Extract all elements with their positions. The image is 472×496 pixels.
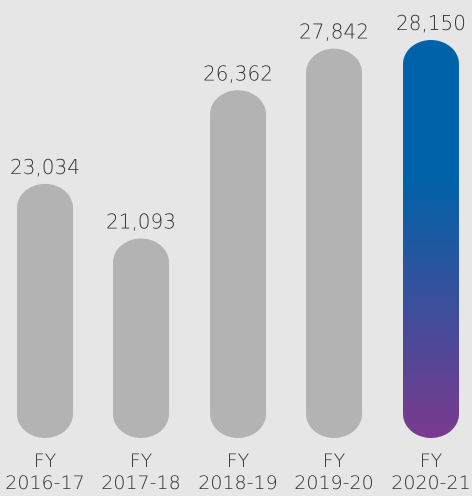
category-label-year: 2019-20 xyxy=(294,472,373,494)
category-label-year: 2017-18 xyxy=(101,472,180,494)
category-labels-group: FY2016-17FY2017-18FY2018-19FY2019-20FY20… xyxy=(5,450,470,494)
value-label: 26,362 xyxy=(203,61,273,85)
category-label-year: 2016-17 xyxy=(5,472,84,494)
category-label-prefix: FY xyxy=(130,450,153,472)
value-labels-group: 23,034 21,093 26,362 27,842 28,150 xyxy=(10,11,466,233)
category-label-year: 2020-21 xyxy=(391,472,470,494)
bar-fy-2019-20 xyxy=(306,48,362,439)
bar-fy-2017-18 xyxy=(113,238,169,438)
category-label-prefix: FY xyxy=(420,450,443,472)
value-label: 23,034 xyxy=(10,155,80,179)
bar-fy-2020-21 xyxy=(403,40,459,438)
value-label: 21,093 xyxy=(106,209,176,233)
category-label-year: 2018-19 xyxy=(198,472,277,494)
bar-fy-2016-17 xyxy=(17,183,73,438)
bar-fy-2018-19 xyxy=(210,90,266,439)
category-label-prefix: FY xyxy=(34,450,57,472)
bars-group xyxy=(17,40,459,439)
category-label-prefix: FY xyxy=(227,450,250,472)
category-label-prefix: FY xyxy=(323,450,346,472)
value-label: 28,150 xyxy=(396,11,466,35)
value-label: 27,842 xyxy=(299,20,369,44)
